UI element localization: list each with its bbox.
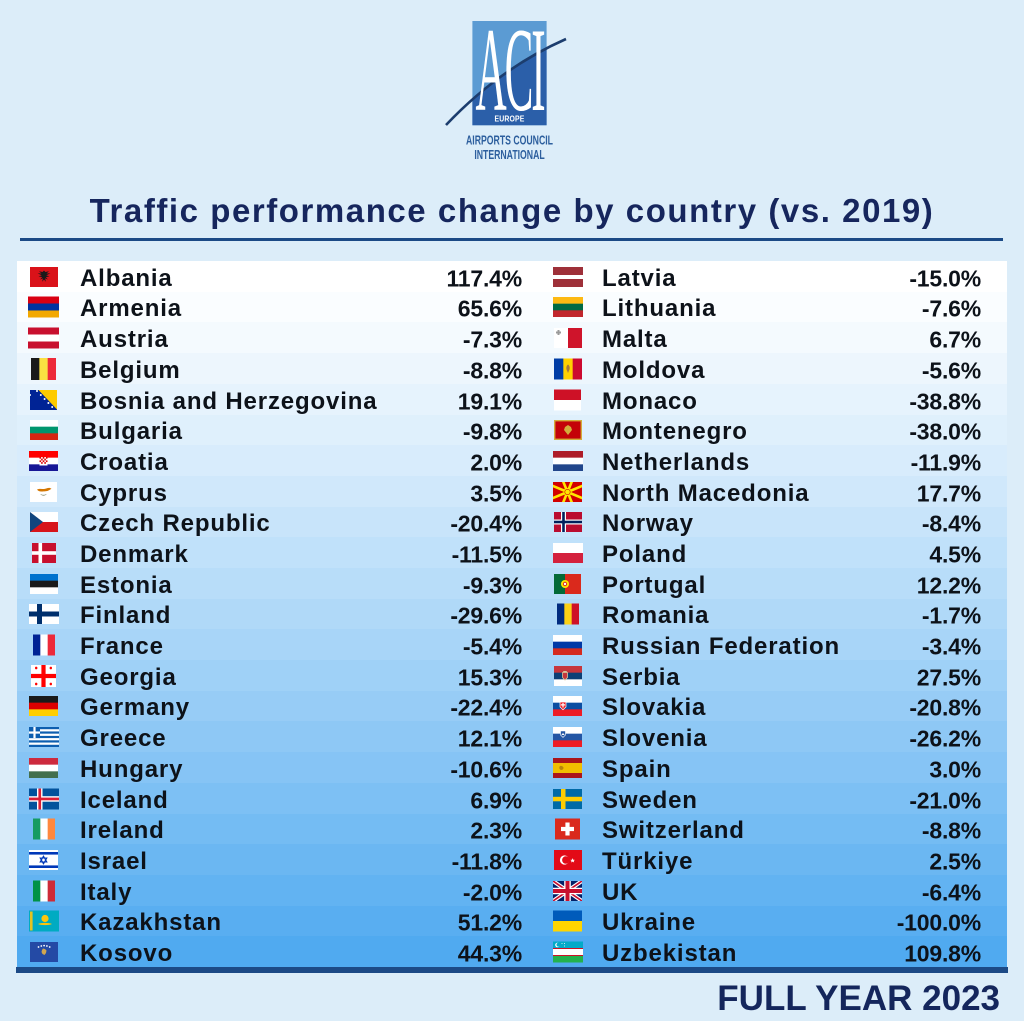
svg-text:ACI: ACI: [476, 10, 545, 137]
svg-text:AIRPORTS COUNCIL: AIRPORTS COUNCIL: [466, 134, 553, 148]
svg-text:EUROPE: EUROPE: [494, 114, 524, 124]
svg-text:INTERNATIONAL: INTERNATIONAL: [474, 149, 545, 163]
